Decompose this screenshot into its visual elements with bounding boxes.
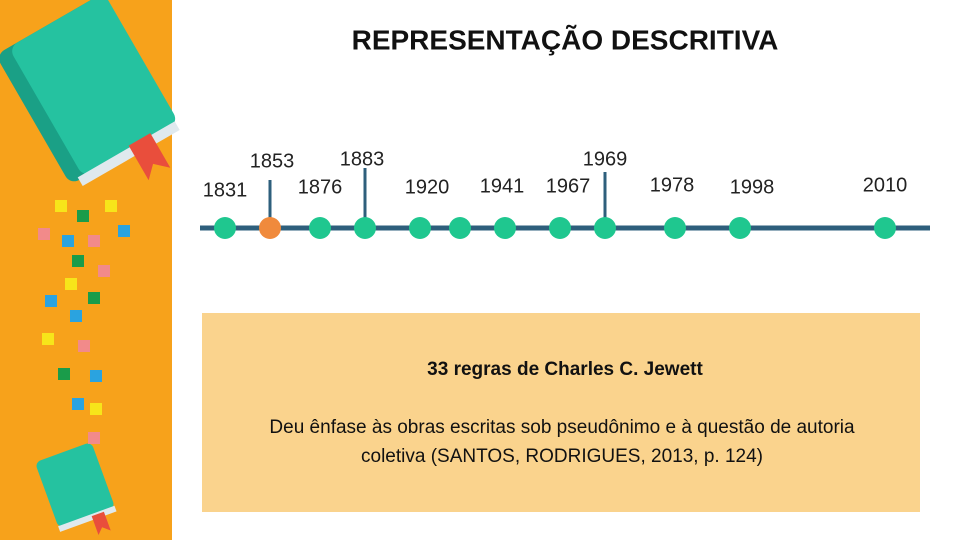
info-box: [202, 313, 920, 512]
year-label: 1920: [405, 176, 450, 198]
year-label: 1978: [650, 174, 695, 196]
box-text: Deu ênfase às obras escritas sob pseudôn…: [269, 417, 855, 438]
slide-title: REPRESENTAÇÃO DESCRITIVA: [352, 24, 779, 55]
box-text: coletiva (SANTOS, RODRIGUES, 2013, p. 12…: [361, 446, 763, 467]
timeline: [200, 168, 930, 239]
year-label: 2010: [863, 174, 908, 196]
year-label: 1969: [583, 148, 628, 170]
year-label: 1853: [250, 150, 295, 172]
year-label: 1941: [480, 175, 525, 197]
year-label: 1831: [203, 179, 248, 201]
box-heading: 33 regras de Charles C. Jewett: [427, 359, 703, 380]
decoration: [0, 0, 180, 540]
year-label: 1876: [298, 176, 343, 198]
year-label: 1998: [730, 176, 775, 198]
year-label: 1883: [340, 148, 385, 170]
year-label: 1967: [546, 175, 591, 197]
